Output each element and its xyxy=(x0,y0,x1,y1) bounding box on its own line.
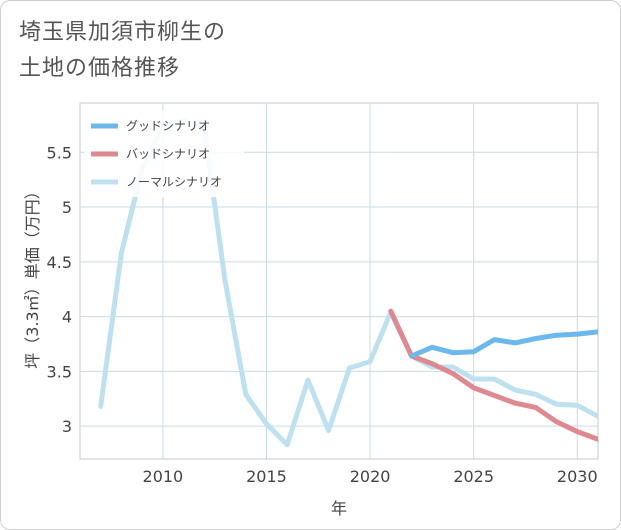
chart-title-line2: 土地の価格推移 xyxy=(19,56,181,81)
y-tick-label: 3 xyxy=(62,417,72,436)
y-tick-label: 4.5 xyxy=(47,253,72,272)
x-axis-title: 年 xyxy=(331,499,347,518)
chart-title: 埼玉県加須市柳生の 土地の価格推移 xyxy=(19,15,226,87)
x-tick-label: 2020 xyxy=(350,467,391,486)
x-tick-label: 2025 xyxy=(453,467,494,486)
y-tick-label: 5 xyxy=(62,198,72,217)
chart-title-line1: 埼玉県加須市柳生の xyxy=(19,20,227,45)
x-tick-label: 2015 xyxy=(246,467,287,486)
y-tick-label: 3.5 xyxy=(47,362,72,381)
normal-scenario-legend-label: ノーマルシナリオ xyxy=(126,175,222,189)
y-tick-label: 4 xyxy=(62,308,72,327)
grid-lines xyxy=(80,103,598,459)
y-tick-label: 5.5 xyxy=(47,143,72,162)
good-scenario-legend-label: グッドシナリオ xyxy=(126,119,210,133)
x-tick-label: 2030 xyxy=(557,467,598,486)
bad-scenario-legend-label: バッドシナリオ xyxy=(126,147,210,161)
good-scenario-line xyxy=(409,329,598,359)
x-tick-label: 2010 xyxy=(143,467,184,486)
y-axis-title: 坪（3.3㎡）単価（万円） xyxy=(23,183,42,368)
bad-scenario-line xyxy=(388,308,598,442)
y-axis-ticks: 3 3.5 4 4.5 5 5.5 xyxy=(47,143,72,436)
x-axis-ticks: 2010 2015 2020 2025 2030 xyxy=(143,467,598,486)
